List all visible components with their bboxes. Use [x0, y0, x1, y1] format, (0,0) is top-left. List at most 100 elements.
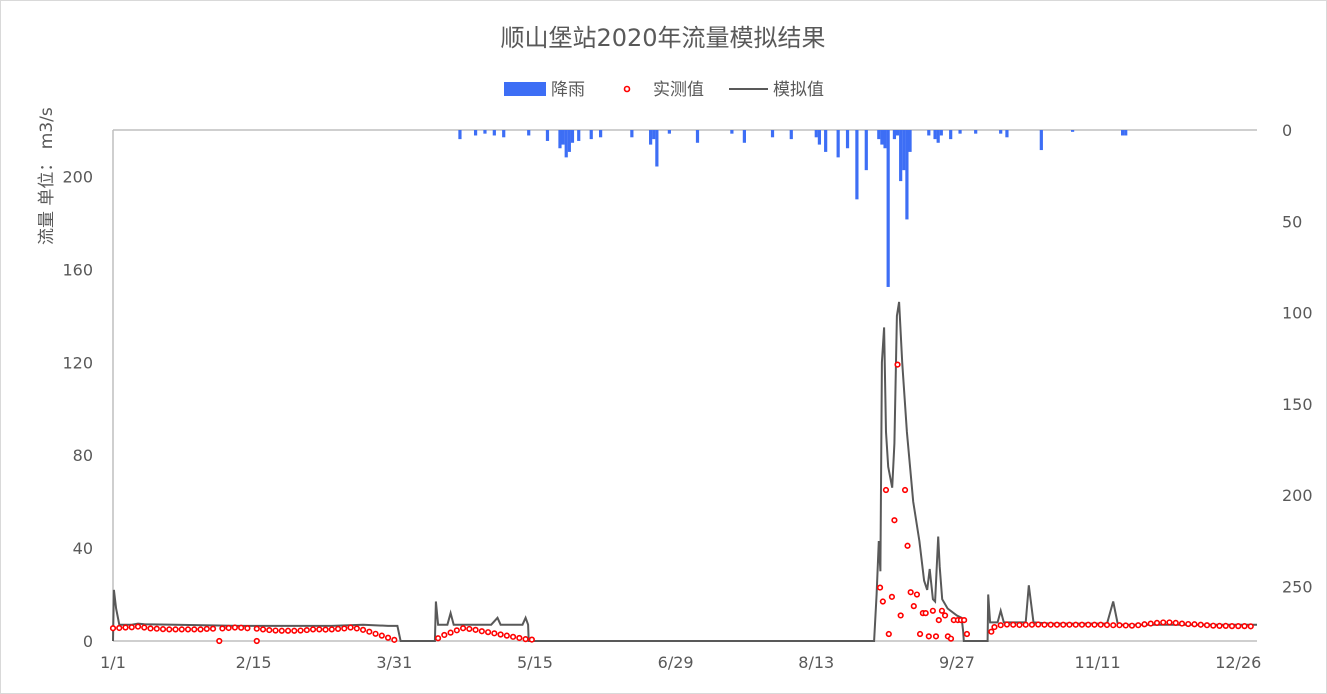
observed-point [466, 625, 473, 633]
legend-rain-swatch [504, 82, 546, 96]
rain-bar [814, 130, 818, 138]
observed-point [1022, 621, 1029, 628]
observed-point [1035, 621, 1042, 628]
observed-point [272, 627, 279, 634]
observed-point [991, 623, 998, 631]
rain-bar [864, 130, 868, 171]
observed-point [1003, 621, 1011, 628]
observed-point [184, 626, 192, 633]
observed-point [1072, 621, 1079, 628]
y-tick-label: 80 [73, 446, 93, 465]
x-tick-label: 12/26 [1215, 653, 1261, 672]
rain-bar [564, 130, 568, 158]
observed-point [491, 630, 498, 637]
observed-point [441, 631, 448, 639]
y-tick-label: 200 [62, 167, 93, 186]
rain-bar [561, 130, 565, 145]
observed-point [141, 624, 148, 631]
rain-bar [974, 130, 978, 134]
y2-tick-label: 100 [1282, 304, 1313, 323]
observed-point [219, 625, 226, 632]
chart-title: 顺山堡站2020年流量模拟结果 [500, 24, 825, 52]
observed-point [1235, 623, 1242, 630]
rain-bar [855, 130, 859, 200]
observed-point [885, 630, 892, 638]
rain-bar [742, 130, 746, 143]
observed-point [378, 632, 385, 639]
observed-point [961, 616, 968, 624]
rain-bar [527, 130, 531, 136]
observed-point [1153, 619, 1161, 626]
observed-point [459, 625, 467, 632]
x-tick-label: 6/29 [658, 653, 694, 672]
rain-bar [570, 130, 575, 143]
legend: 降雨 实测值 模拟值 [504, 80, 824, 100]
observed-point [1160, 619, 1167, 626]
rain-bar [883, 130, 887, 149]
observed-point [1091, 621, 1098, 628]
x-tick-label: 1/1 [100, 653, 126, 672]
observed-point [910, 603, 917, 610]
observed-point [191, 626, 198, 633]
observed-point [997, 622, 1004, 629]
observed-point [384, 634, 392, 641]
x-tick-label: 11/11 [1075, 653, 1121, 672]
rain-bar [695, 130, 700, 143]
observed-point [1228, 623, 1236, 630]
observed-point [947, 635, 955, 642]
observed-point [453, 627, 460, 634]
observed-point [929, 607, 936, 614]
observed-point [109, 625, 117, 632]
legend-observed-label: 实测值 [653, 80, 704, 100]
rain-bar [824, 130, 828, 152]
observed-point [147, 625, 154, 632]
y2-tick-label: 250 [1282, 577, 1313, 596]
rain-bar [999, 130, 1003, 134]
observed-point [1247, 623, 1254, 630]
observed-point [244, 625, 251, 632]
observed-point [1016, 621, 1023, 629]
observed-point [116, 624, 123, 632]
rain-bar [892, 130, 897, 140]
observed-point [1128, 622, 1136, 629]
y2-tick-label: 150 [1282, 395, 1313, 414]
observed-point [528, 636, 535, 643]
observed-point [1216, 622, 1223, 630]
observed-point [1066, 621, 1073, 628]
observed-point [172, 626, 179, 633]
observed-point [166, 626, 173, 633]
rain-bar [933, 130, 937, 140]
observed-point [197, 626, 204, 633]
observed-point [178, 626, 185, 633]
observed-point [478, 628, 485, 635]
observed-point [1085, 621, 1092, 628]
observed-point [1178, 620, 1186, 627]
observed-point [1028, 621, 1036, 628]
observed-point [309, 626, 317, 633]
observed-point [1166, 619, 1173, 626]
observed-point [341, 625, 348, 632]
x-tick-label: 5/15 [517, 653, 553, 672]
observed-point [128, 624, 135, 631]
rain-bar [899, 130, 903, 182]
observed-point [259, 626, 267, 633]
observed-point [1010, 621, 1017, 628]
observed-point [278, 627, 285, 634]
observed-point [203, 625, 210, 633]
observed-point [925, 633, 932, 640]
observed-point [1060, 621, 1067, 628]
rain-bar [877, 130, 881, 140]
y-tick-label: 120 [62, 353, 93, 372]
observed-point [1103, 621, 1111, 629]
rain-bar [908, 130, 912, 152]
rain-bar [558, 130, 562, 149]
observed-point [1191, 621, 1198, 628]
observed-point [1078, 621, 1086, 628]
y-tick-label: 40 [73, 539, 93, 558]
observed-point [882, 486, 890, 494]
rain-bar [905, 130, 909, 220]
observed-point [353, 625, 360, 632]
observed-point [1053, 621, 1061, 628]
observed-point [1172, 619, 1179, 626]
